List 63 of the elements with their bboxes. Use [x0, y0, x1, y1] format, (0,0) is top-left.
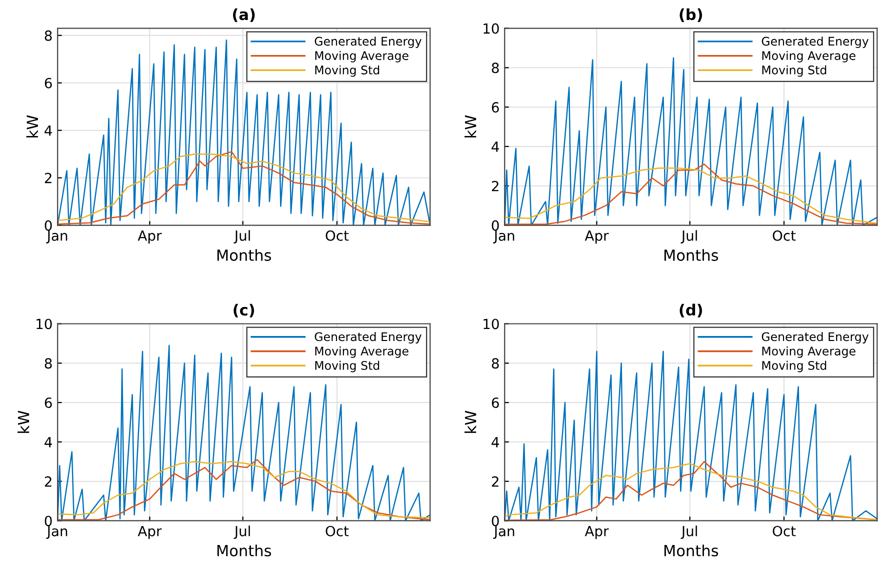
y-tick-label: 4 — [44, 125, 52, 136]
x-tick-label: Apr — [138, 526, 162, 540]
legend-label: Moving Std — [762, 360, 826, 372]
x-axis-title: Months — [217, 544, 272, 556]
y-tick-label: 2 — [492, 180, 498, 192]
legend-label: Generated Energy — [762, 332, 869, 344]
x-tick-label: Jan — [493, 230, 514, 244]
y-tick-label: 0 — [492, 516, 499, 526]
legend-label: Moving Std — [315, 360, 380, 372]
y-axis-title: kW — [464, 410, 476, 433]
chart-title: (b) — [680, 8, 702, 22]
x-axis-title: Months — [664, 544, 718, 556]
y-tick-label: 6 — [492, 398, 499, 408]
y-tick-label: 2 — [44, 172, 52, 184]
legend-label: Generated Energy — [314, 36, 422, 48]
y-axis-title: kW — [26, 115, 38, 138]
x-tick-label: Apr — [584, 526, 609, 540]
chart-title: (a) — [233, 8, 255, 22]
x-tick-label: Jul — [234, 230, 250, 244]
x-axis-title: Months — [664, 249, 718, 261]
x-tick-label: Jul — [680, 526, 697, 539]
x-tick-label: Jul — [680, 230, 697, 244]
x-tick-label: Jul — [234, 526, 250, 539]
legend-label: Generated Energy — [762, 36, 869, 48]
x-tick-label: Apr — [138, 230, 162, 244]
y-tick-label: 0 — [492, 220, 499, 231]
chart-title: (c) — [234, 304, 254, 318]
y-tick-label: 4 — [492, 142, 499, 152]
y-tick-label: 2 — [492, 476, 498, 487]
y-tick-label: 8 — [492, 62, 499, 74]
legend-label: Moving Average — [315, 50, 408, 62]
y-tick-label: 10 — [484, 318, 499, 330]
x-tick-label: Oct — [326, 230, 349, 241]
y-tick-label: 8 — [492, 358, 499, 369]
x-tick-label: Oct — [772, 230, 796, 241]
y-tick-label: 10 — [484, 23, 499, 34]
y-tick-label: 6 — [44, 78, 52, 88]
y-tick-label: 0 — [44, 516, 52, 526]
x-axis-title: Months — [217, 249, 272, 261]
x-tick-label: Oct — [326, 526, 349, 536]
y-axis-title: kW — [17, 410, 30, 433]
legend-label: Moving Average — [315, 346, 408, 358]
y-tick-label: 0 — [44, 220, 52, 231]
y-tick-label: 6 — [492, 102, 499, 113]
legend-label: Generated Energy — [314, 332, 422, 344]
y-axis-title: kW — [464, 115, 476, 138]
x-tick-label: Jan — [493, 526, 514, 539]
x-tick-label: Oct — [772, 526, 796, 536]
chart-title: (d) — [680, 304, 702, 318]
y-tick-label: 10 — [36, 318, 52, 330]
legend-label: Moving Std — [762, 65, 826, 77]
y-tick-label: 8 — [44, 358, 52, 369]
y-tick-label: 4 — [44, 437, 52, 448]
legend-label: Moving Average — [762, 346, 856, 358]
x-tick-label: Apr — [584, 230, 609, 244]
legend-label: Moving Std — [315, 65, 380, 77]
y-tick-label: 4 — [492, 437, 499, 448]
x-tick-label: Jan — [46, 230, 68, 244]
legend-label: Moving Average — [762, 50, 856, 62]
x-tick-label: Jan — [46, 526, 68, 539]
y-tick-label: 8 — [44, 30, 52, 41]
y-tick-label: 6 — [44, 398, 52, 408]
y-tick-label: 2 — [44, 476, 52, 487]
